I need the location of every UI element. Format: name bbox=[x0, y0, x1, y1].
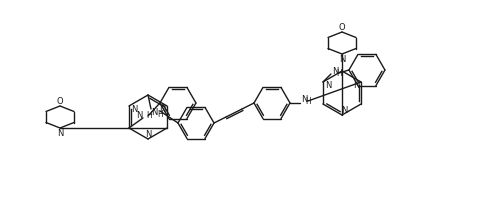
Text: O: O bbox=[338, 23, 345, 32]
Text: N: N bbox=[57, 129, 63, 138]
Text: H: H bbox=[336, 69, 342, 78]
Text: N: N bbox=[131, 105, 137, 114]
Text: O: O bbox=[56, 97, 63, 106]
Text: H: H bbox=[146, 111, 151, 120]
Text: N: N bbox=[339, 55, 345, 64]
Text: N: N bbox=[145, 130, 151, 139]
Text: H: H bbox=[157, 110, 163, 119]
Text: N: N bbox=[353, 81, 359, 90]
Text: N: N bbox=[159, 105, 165, 114]
Text: N: N bbox=[332, 67, 338, 76]
Text: N: N bbox=[325, 81, 331, 90]
Text: N: N bbox=[301, 95, 307, 104]
Text: H: H bbox=[305, 97, 311, 106]
Text: N: N bbox=[136, 111, 143, 120]
Text: N: N bbox=[341, 106, 347, 115]
Text: N: N bbox=[151, 108, 157, 117]
